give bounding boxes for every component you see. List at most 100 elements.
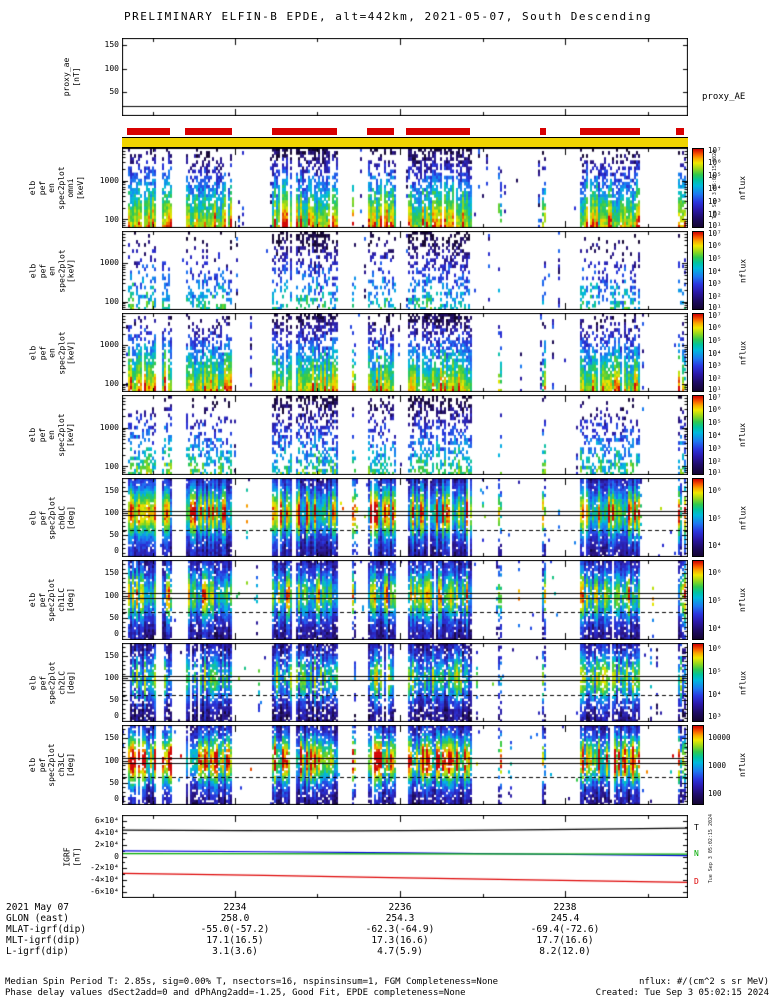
colorbar-tick-label: 10² [708,456,722,466]
y-axis-label-line: [deg] [66,587,75,613]
spec-panel-ch3LC: 150 100 50 0 elb pef spec2plot ch3LC [deg] 10000 1… [28,725,747,805]
colorbar-tick-label: 10⁴ [708,184,722,193]
y-axis-label-line: pef [37,675,47,690]
availability-bar-segment [271,128,338,135]
colorbar-tick-label: 10⁵ [708,666,722,676]
plot-title: PRELIMINARY ELFIN-B EPDE, alt=442km, 202… [124,10,652,23]
footer-created: Created: Tue Sep 3 05:02:15 2024 [595,988,769,998]
spectrogram-ch1LC [122,560,688,640]
y-axis-label-text: IGRF [nT] [62,815,96,898]
y-axis-label-line: nflux [738,258,747,283]
y-axis-label-text: elb pef en spec2plot [keV] [28,231,90,310]
y-axis-label-text: elb pef en spec2plot [keV] [28,395,90,475]
spectrogram-ch0LC [122,478,688,557]
colorbar-ch3LC [692,725,704,805]
y-axis-label-line: [nT] [71,846,81,867]
y-tick-label: 100 [104,378,119,388]
y-axis-label-text: elb pef spec2plot ch1LC [deg] [28,560,90,640]
proxy-ae-right-label: proxy_AE [702,92,746,102]
colorbar-tick-label: 10⁷ [708,392,722,402]
mlt-label: MLT-igrf(dip) [6,935,81,946]
y-axis-label-line: nflux [738,587,747,613]
y-tick-label: -2×10⁴ [90,863,119,873]
y-axis-label-line: IGRF [62,846,71,867]
y-axis-label-line: spec2plot [56,248,66,293]
y-axis-label-line: elb [28,675,37,690]
spectrogram-en-omni [122,148,688,228]
colorbar-tick-label: 10⁴ [708,348,722,358]
lshell-value-2: 4.7(5.9) [377,946,423,957]
spec-axis-label-en-omni: elb pef en spec2plot omni [keV] [28,148,90,228]
colorbar-tick-label: 10¹ [708,302,722,312]
y-axis-label-line: spec2plot [47,495,56,540]
availability-bar-segment [540,128,546,135]
colorbar-tick-label: 10¹ [708,384,722,394]
colorbar-en-2 [692,313,704,392]
spec-panel-ch2LC: 150 100 50 0 elb pef spec2plot ch2LC [deg] 10⁶ 10⁵… [28,643,747,722]
colorbar-tick-label: 10000 [708,733,731,742]
y-axis-label-text: elb pef spec2plot ch2LC [deg] [28,643,90,722]
y-axis-label-text: nflux [738,148,750,228]
mlat-label: MLAT-igrf(dip) [6,924,87,935]
y-axis-label-line: en [47,430,56,440]
y-axis-label-line: nflux [738,340,747,365]
colorbar-tick-label: 10³ [708,361,722,371]
availability-bar-segment [406,128,471,135]
y-axis-label-line: elb [28,757,37,773]
availability-bar-segment [579,128,640,135]
y-axis-label-text: proxy_ae [nT] [62,38,96,116]
igrf-series-label-N: N [694,849,699,859]
axis-date-label: 2021 May 07 [6,902,69,913]
y-axis-label-line: ch0LC [56,505,66,530]
time-tick-1: 2234 [223,902,247,913]
colorbar-tick-label: 10⁵ [708,596,722,605]
y-axis-label-line: pef [37,263,47,278]
availability-bar-segment [676,128,685,135]
y-axis-label-line: pef [37,427,47,443]
colorbar-tick-label: 10⁵ [708,253,722,263]
y-axis-label-text: elb pef spec2plot ch3LC [deg] [28,725,90,805]
availability-bar-segment [184,128,232,135]
y-axis-label-line: nflux [738,752,747,778]
spectrogram-en-1 [122,231,688,310]
y-tick-label: 150 [104,40,119,50]
mlt-value-3: 17.7(16.6) [536,935,594,946]
y-tick-label: 150 [104,733,119,743]
y-tick-label: 0 [114,794,119,803]
y-tick-label: 150 [104,486,119,496]
y-axis-label-line: elb [28,180,37,196]
y-tick-label: 1000 [99,175,119,185]
igrf-axis-label: IGRF [nT] [62,815,96,898]
colorbar-tick-label: 10² [708,291,722,301]
colorbar-tick-label: 10⁴ [708,431,722,440]
y-axis-label-line: elb [28,263,37,278]
glon-value-2: 254.3 [385,913,415,924]
spec-axis-label-ch0LC: elb pef spec2plot ch0LC [deg] [28,478,90,557]
y-axis-label-text: elb pef en spec2plot [keV] [28,313,90,392]
y-axis-label-line: ch2LC [56,670,66,695]
colorbar-tick-label: 1000 [708,761,727,770]
y-axis-label-line: pef [37,592,47,608]
y-tick-label: 1000 [99,422,119,432]
y-axis-label-text: nflux [738,231,750,310]
y-axis-label-line: proxy_ae [62,57,71,97]
y-axis-label-text: elb pef spec2plot ch0LC [deg] [28,478,90,557]
spec-axis-label-ch1LC: elb pef spec2plot ch1LC [deg] [28,560,90,640]
colorbar-tick-label: 10⁵ [708,418,722,428]
nflux-label: nflux [738,395,750,475]
igrf-series-label-T: T [694,823,699,833]
y-axis-label-line: ch1LC [56,587,66,613]
nflux-label: nflux [738,560,750,640]
y-tick-label: 4×10⁴ [94,827,119,837]
y-tick-label: 50 [109,87,119,97]
y-axis-label-line: en [47,347,56,358]
spec-axis-label-ch3LC: elb pef spec2plot ch3LC [deg] [28,725,90,805]
nflux-label: nflux [738,148,750,228]
side-timestamp-bottom: Tue Sep 3 05:02:15 2024 [708,814,714,884]
lshell-value-1: 3.1(3.6) [212,946,258,957]
y-axis-label-line: elb [28,427,37,443]
colorbar-tick-label: 10⁶ [708,485,722,495]
y-tick-label: 100 [104,590,119,600]
footer-nflux-units: nflux: #/(cm^2 s sr MeV) [638,977,769,987]
